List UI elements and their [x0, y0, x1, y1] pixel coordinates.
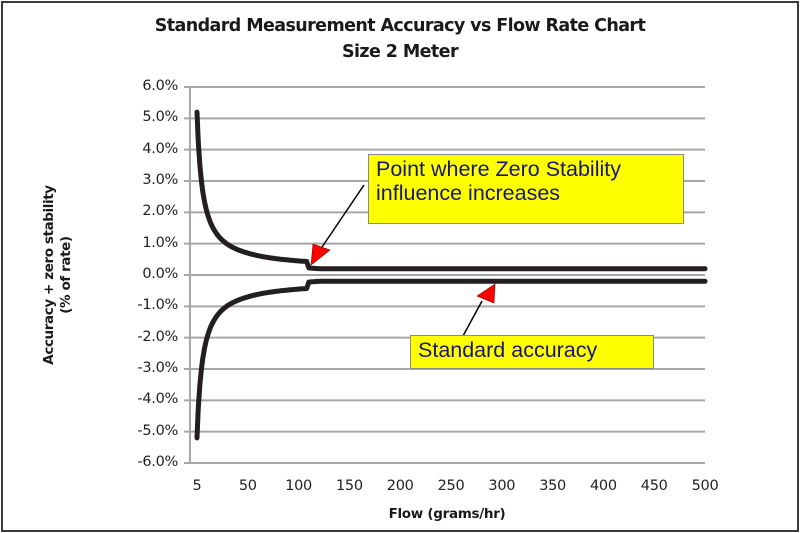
x-tick-label: 350 [539, 478, 566, 494]
x-tick-label: 300 [488, 478, 516, 494]
x-tick-label: 150 [336, 478, 363, 494]
x-tick-label: 400 [590, 478, 617, 494]
x-tick-label: 100 [285, 478, 312, 494]
y-tick-label: -4.0% [137, 391, 178, 408]
y-tick-label: 4.0% [142, 140, 178, 157]
y-tick-label: 0.0% [142, 266, 178, 282]
x-tick-label: 450 [640, 478, 668, 494]
chart-title: Standard Measurement Accuracy vs Flow Ra… [154, 16, 646, 36]
x-axis-label: Flow (grams/hr) [388, 506, 506, 522]
lower-accuracy-curve [194, 278, 708, 441]
y-tick-label: -3.0% [137, 360, 178, 376]
y-tick-label: 6.0% [142, 78, 178, 94]
x-tick-label: 500 [691, 478, 719, 494]
y-tick-label: -2.0% [137, 328, 178, 345]
zero-stability-callout-line1: Point where Zero Stability [376, 157, 621, 181]
x-tick-label: 5 [192, 478, 202, 494]
zero-stability-arrow-head [310, 243, 331, 266]
y-tick-label: -1.0% [137, 297, 178, 314]
zero-stability-callout-line2: influence increases [376, 181, 561, 205]
zero-stability-arrow-line [317, 184, 365, 254]
x-tick-label: 50 [238, 478, 257, 494]
x-tick-label: 200 [386, 478, 414, 494]
gridlines [184, 86, 705, 464]
zero-stability-callout: Point where Zero Stability influence inc… [368, 154, 684, 224]
x-tick-label: 250 [437, 478, 465, 494]
standard-accuracy-arrow-head [476, 283, 496, 304]
standard-accuracy-arrow-line [462, 300, 483, 337]
y-tick-label: -6.0% [137, 454, 178, 470]
y-tick-label: 3.0% [142, 172, 178, 188]
y-tick-label: -5.0% [137, 422, 178, 439]
y-tick-label: 5.0% [142, 109, 178, 126]
chart-subtitle: Size 2 Meter [342, 42, 459, 62]
y-tick-label: 2.0% [142, 203, 178, 220]
y-tick-label: 1.0% [142, 234, 178, 251]
standard-accuracy-callout: Standard accuracy [410, 335, 654, 369]
upper-accuracy-curve [194, 109, 708, 272]
standard-accuracy-callout-text: Standard accuracy [418, 338, 598, 362]
